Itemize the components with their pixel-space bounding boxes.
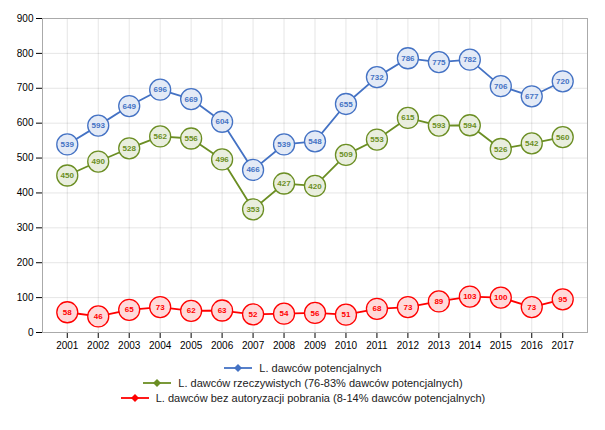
svg-text:2001: 2001 (56, 340, 79, 351)
svg-text:65: 65 (125, 305, 134, 314)
svg-text:56: 56 (311, 309, 320, 318)
svg-text:548: 548 (308, 137, 322, 146)
html-text:L. dawców bez autoryzacji pobr: L. dawców bez autoryzacji pobrania (8-14… (155, 392, 486, 404)
svg-text:100: 100 (494, 293, 508, 302)
svg-text:655: 655 (339, 100, 353, 109)
svg-text:103: 103 (463, 292, 477, 301)
svg-text:542: 542 (525, 139, 539, 148)
svg-text:2014: 2014 (459, 340, 482, 351)
svg-text:400: 400 (17, 187, 34, 198)
svg-text:2016: 2016 (521, 340, 544, 351)
svg-text:560: 560 (556, 133, 570, 142)
svg-text:496: 496 (215, 155, 229, 164)
svg-text:95: 95 (558, 295, 567, 304)
svg-text:427: 427 (277, 179, 291, 188)
svg-text:89: 89 (434, 297, 443, 306)
svg-text:63: 63 (218, 306, 227, 315)
svg-text:526: 526 (494, 145, 508, 154)
svg-text:593: 593 (92, 121, 106, 130)
svg-text:594: 594 (463, 121, 477, 130)
svg-text:2010: 2010 (335, 340, 358, 351)
svg-text:0: 0 (28, 327, 34, 338)
svg-text:2011: 2011 (366, 340, 388, 351)
svg-text:200: 200 (17, 257, 34, 268)
svg-text:775: 775 (432, 58, 446, 67)
svg-text:2007: 2007 (242, 340, 265, 351)
svg-text:68: 68 (372, 304, 381, 313)
svg-text:528: 528 (123, 144, 137, 153)
svg-text:2013: 2013 (428, 340, 451, 351)
svg-text:51: 51 (342, 310, 351, 319)
html-text:L. dawców potencjalnych: L. dawców potencjalnych (259, 362, 382, 374)
svg-text:669: 669 (184, 95, 198, 104)
svg-text:600: 600 (17, 117, 34, 128)
svg-text:500: 500 (17, 152, 34, 163)
svg-text:2005: 2005 (180, 340, 203, 351)
svg-text:2008: 2008 (273, 340, 296, 351)
svg-text:677: 677 (525, 92, 539, 101)
svg-text:73: 73 (156, 303, 165, 312)
svg-text:2002: 2002 (87, 340, 110, 351)
svg-text:62: 62 (187, 306, 196, 315)
svg-text:539: 539 (277, 140, 291, 149)
svg-text:720: 720 (556, 77, 570, 86)
svg-text:2003: 2003 (118, 340, 141, 351)
svg-text:556: 556 (184, 134, 198, 143)
svg-text:509: 509 (339, 150, 353, 159)
svg-text:782: 782 (463, 55, 477, 64)
svg-text:649: 649 (123, 102, 137, 111)
svg-text:2009: 2009 (304, 340, 327, 351)
svg-text:786: 786 (401, 54, 415, 63)
svg-text:2004: 2004 (149, 340, 172, 351)
svg-text:696: 696 (153, 85, 167, 94)
svg-text:54: 54 (280, 309, 289, 318)
svg-text:490: 490 (92, 157, 106, 166)
svg-text:52: 52 (249, 310, 258, 319)
svg-text:2012: 2012 (397, 340, 420, 351)
svg-text:800: 800 (17, 48, 34, 59)
svg-text:604: 604 (215, 117, 229, 126)
svg-text:73: 73 (403, 303, 412, 312)
svg-text:353: 353 (246, 205, 260, 214)
svg-text:46: 46 (94, 312, 103, 321)
svg-text:900: 900 (17, 13, 34, 24)
svg-text:420: 420 (308, 182, 322, 191)
svg-text:700: 700 (17, 82, 34, 93)
svg-text:615: 615 (401, 113, 415, 122)
svg-text:58: 58 (63, 308, 72, 317)
svg-text:706: 706 (494, 82, 508, 91)
svg-text:2017: 2017 (552, 340, 575, 351)
svg-text:593: 593 (432, 121, 446, 130)
svg-text:450: 450 (61, 171, 75, 180)
svg-text:73: 73 (527, 303, 536, 312)
svg-text:562: 562 (153, 132, 167, 141)
svg-text:2015: 2015 (490, 340, 513, 351)
svg-text:553: 553 (370, 135, 384, 144)
html-text:L. dawców rzeczywistych (76-83: L. dawców rzeczywistych (76-83% dawców p… (178, 377, 463, 389)
svg-text:466: 466 (246, 165, 260, 174)
svg-text:100: 100 (17, 292, 34, 303)
svg-text:732: 732 (370, 73, 384, 82)
svg-text:2006: 2006 (211, 340, 234, 351)
svg-text:539: 539 (61, 140, 75, 149)
svg-text:300: 300 (17, 222, 34, 233)
